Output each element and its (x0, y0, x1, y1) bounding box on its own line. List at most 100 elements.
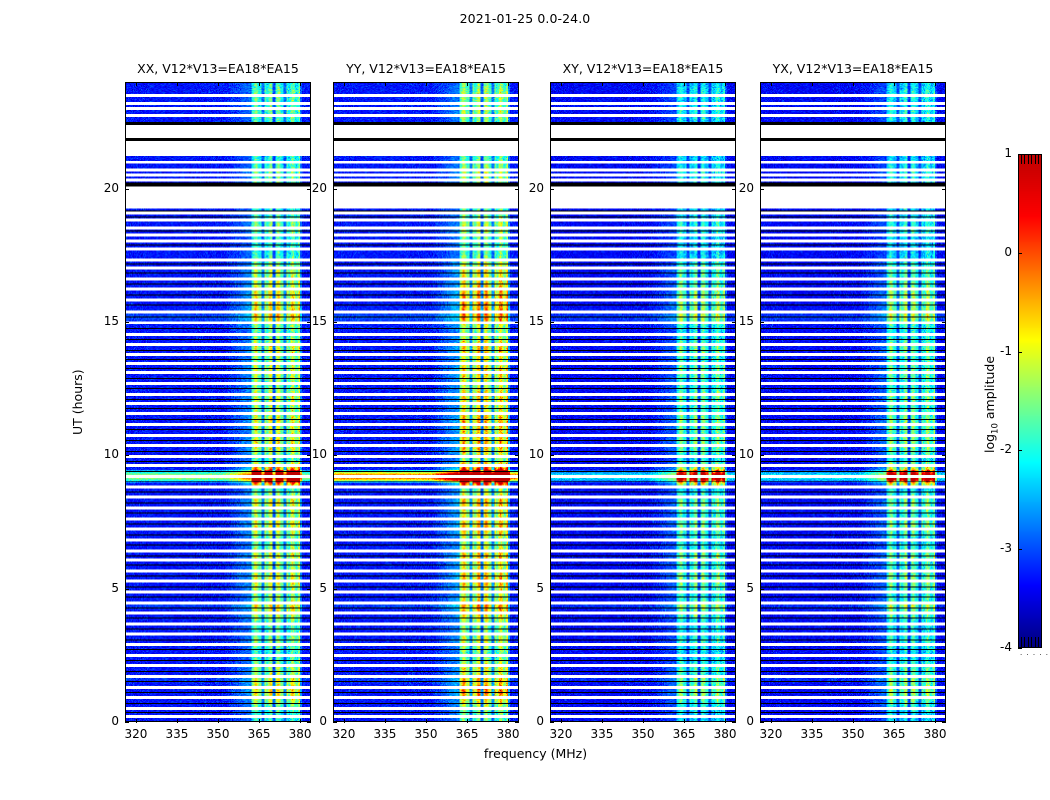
y-tick-mark-right (732, 588, 736, 590)
y-tick-label: 5 (746, 580, 754, 595)
y-tick-label: 5 (111, 580, 119, 595)
x-tick-label: 365 (882, 727, 906, 741)
x-tick-label: 320 (549, 727, 573, 741)
x-tick-label: 365 (455, 727, 479, 741)
x-tick-label: 380 (288, 727, 312, 741)
y-tick-label: 0 (319, 714, 327, 728)
y-tick-mark (760, 322, 764, 323)
colorbar-tick-mark (1018, 351, 1022, 353)
y-tick-mark-right (307, 722, 311, 723)
spectrum-panel-xy[interactable] (550, 82, 736, 722)
colorbar-tick-label: -1 (1000, 343, 1012, 358)
x-tick-mark-top (218, 82, 219, 86)
x-tick-label: 320 (332, 727, 356, 741)
x-tick-mark (384, 718, 386, 723)
x-tick-mark-top (508, 82, 510, 86)
x-tick-mark (560, 718, 562, 723)
y-tick-label: 15 (103, 314, 119, 328)
x-tick-mark (176, 718, 178, 723)
y-tick-mark (333, 722, 337, 723)
y-tick-mark (125, 722, 129, 723)
x-tick-mark-top (135, 82, 137, 86)
colorbar-tick-label: -3 (1000, 541, 1012, 556)
colorbar-minor-tick (1021, 155, 1022, 164)
x-tick-label: 320 (124, 727, 148, 741)
x-tick-mark-top (601, 82, 603, 86)
x-tick-mark (853, 718, 854, 723)
x-tick-mark-top (935, 82, 937, 86)
spectrum-panel-yx[interactable] (760, 82, 946, 722)
x-tick-mark-top (853, 82, 854, 86)
y-tick-label: 20 (738, 180, 754, 195)
x-axis-label: frequency (MHz) (483, 746, 588, 761)
x-tick-mark (935, 718, 937, 723)
y-tick-label: 10 (738, 447, 754, 462)
colorbar-underflow-marks: · · · · · (1020, 651, 1050, 659)
y-tick-mark (333, 322, 337, 323)
x-tick-mark (811, 718, 813, 723)
x-tick-mark-top (643, 82, 644, 86)
x-tick-label: 350 (631, 727, 655, 741)
colorbar-minor-tick (1038, 637, 1039, 647)
y-tick-mark-right (732, 322, 736, 323)
x-tick-mark (343, 718, 345, 723)
y-tick-mark-right (307, 188, 311, 190)
x-tick-mark-top (176, 82, 178, 86)
y-tick-mark-right (515, 188, 519, 190)
y-tick-mark-right (732, 455, 736, 457)
y-tick-label: 15 (528, 314, 544, 328)
panel-title-xx: XX, V12*V13=EA18*EA15 (137, 61, 299, 76)
y-tick-mark (550, 322, 554, 323)
x-tick-mark (601, 718, 603, 723)
y-tick-mark (125, 455, 129, 457)
colorbar-minor-tick (1027, 155, 1029, 164)
x-tick-mark (508, 718, 510, 723)
y-tick-label: 0 (536, 714, 544, 728)
y-tick-mark-right (732, 188, 736, 190)
colorbar-tick-mark (1018, 648, 1022, 649)
x-tick-mark-top (467, 82, 469, 86)
y-axis-label: UT (hours) (70, 369, 85, 435)
x-tick-mark-top (300, 82, 302, 86)
y-tick-mark-right (732, 722, 736, 723)
y-tick-label: 0 (746, 714, 754, 728)
x-tick-mark (218, 718, 219, 723)
y-tick-mark-right (515, 588, 519, 590)
colorbar-tick-mark (1018, 252, 1022, 254)
x-tick-mark-top (725, 82, 727, 86)
panel-title-yy: YY, V12*V13=EA18*EA15 (346, 61, 506, 76)
y-tick-label: 0 (111, 714, 119, 728)
colorbar[interactable] (1018, 154, 1042, 648)
x-tick-label: 380 (713, 727, 737, 741)
y-tick-mark (550, 722, 554, 723)
x-tick-label: 365 (247, 727, 271, 741)
x-tick-label: 320 (759, 727, 783, 741)
y-tick-mark-right (515, 455, 519, 457)
y-tick-label: 5 (536, 580, 544, 595)
x-tick-label: 335 (800, 727, 824, 741)
x-tick-mark-top (894, 82, 896, 86)
colorbar-tick-mark (1018, 549, 1022, 551)
x-tick-mark (135, 718, 137, 723)
y-tick-mark (550, 588, 554, 590)
y-tick-mark (760, 188, 764, 190)
spectrum-panel-yy[interactable] (333, 82, 519, 722)
colorbar-label: log10 amplitude (982, 356, 1001, 453)
x-tick-mark-top (426, 82, 427, 86)
x-tick-mark-top (811, 82, 813, 86)
y-tick-label: 10 (528, 447, 544, 462)
x-tick-label: 350 (841, 727, 865, 741)
y-tick-mark-right (942, 588, 946, 590)
y-tick-mark-right (942, 322, 946, 323)
figure-suptitle: 2021-01-25 0.0-24.0 (459, 11, 591, 26)
x-tick-mark (770, 718, 772, 723)
x-tick-mark-top (384, 82, 386, 86)
y-tick-label: 20 (528, 180, 544, 195)
y-tick-mark (760, 455, 764, 457)
colorbar-minor-tick (1024, 155, 1026, 164)
y-tick-mark-right (307, 588, 311, 590)
x-tick-mark (300, 718, 302, 723)
x-tick-label: 350 (414, 727, 438, 741)
spectrum-panel-xx[interactable] (125, 82, 311, 722)
y-tick-mark (333, 588, 337, 590)
